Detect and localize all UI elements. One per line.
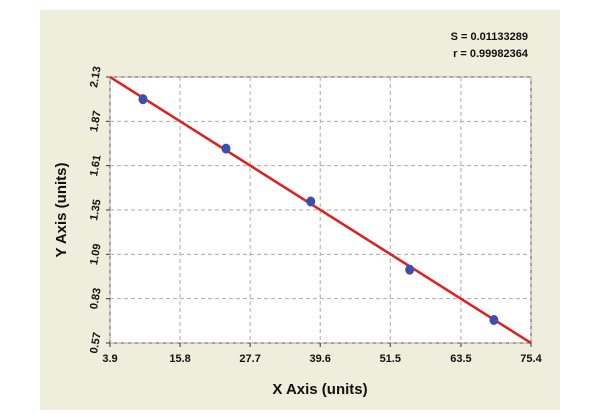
data-point bbox=[221, 143, 231, 154]
x-tick-label: 39.6 bbox=[309, 353, 330, 365]
x-tick-label: 63.5 bbox=[450, 353, 471, 365]
x-tick-label: 75.4 bbox=[520, 353, 542, 365]
y-axis-title: Y Axis (units) bbox=[53, 162, 70, 257]
y-tick-label: 1.61 bbox=[88, 154, 104, 177]
x-tick-label: 15.8 bbox=[169, 353, 190, 365]
fit-line bbox=[109, 75, 532, 345]
x-tick-label: 27.7 bbox=[239, 353, 260, 365]
data-point bbox=[405, 264, 415, 275]
data-point bbox=[489, 314, 499, 325]
x-axis-title: X Axis (units) bbox=[272, 381, 367, 398]
y-tick-label: 1.09 bbox=[88, 243, 104, 266]
annotation: r = 0.99982364 bbox=[453, 48, 529, 60]
data-point bbox=[138, 94, 148, 105]
x-tick-label: 3.9 bbox=[102, 353, 117, 365]
data-point bbox=[306, 196, 316, 207]
y-tick-label: 0.57 bbox=[88, 331, 104, 354]
y-tick-label: 2.13 bbox=[88, 65, 104, 88]
y-tick-label: 0.83 bbox=[88, 287, 104, 310]
x-tick-label: 51.5 bbox=[380, 353, 401, 365]
y-tick-label: 1.87 bbox=[88, 110, 104, 133]
y-tick-label: 1.35 bbox=[88, 198, 104, 221]
annotation: S = 0.01133289 bbox=[451, 31, 528, 43]
